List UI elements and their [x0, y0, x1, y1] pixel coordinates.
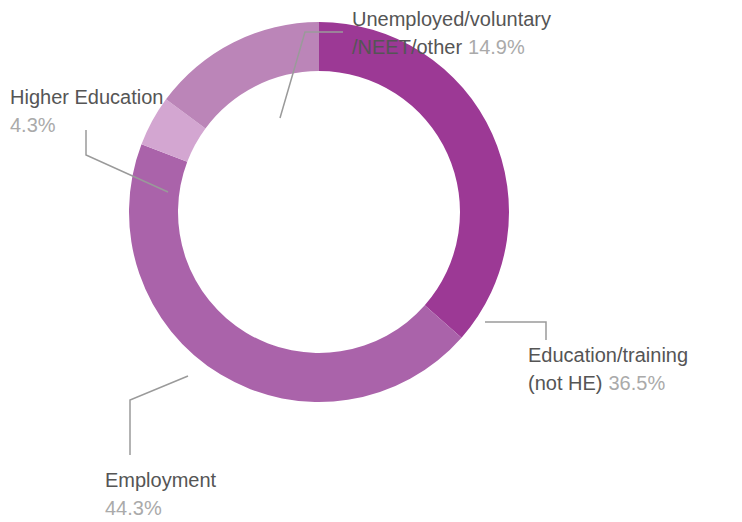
value-label: 36.5% [608, 372, 665, 394]
slice [166, 22, 319, 128]
category-label: Education/training(not HE) [528, 344, 688, 394]
chart: Education/training(not HE)36.5% Employmen… [0, 0, 742, 522]
category-label: Unemployed/voluntary/NEET/other [352, 8, 551, 58]
category-label: Higher Education [10, 86, 163, 108]
leader-line [280, 32, 343, 118]
slice [319, 22, 509, 338]
value-label: 14.9% [468, 36, 525, 58]
value-label: 44.3% [105, 497, 162, 519]
value-label: 4.3% [10, 114, 56, 136]
category-label: Employment [105, 469, 217, 491]
labels: Education/training(not HE)36.5% Employmen… [10, 8, 688, 519]
leader-line [86, 130, 168, 192]
leader-line [130, 376, 188, 455]
slice [129, 144, 462, 402]
slices [129, 22, 509, 402]
leader-line [485, 322, 546, 340]
